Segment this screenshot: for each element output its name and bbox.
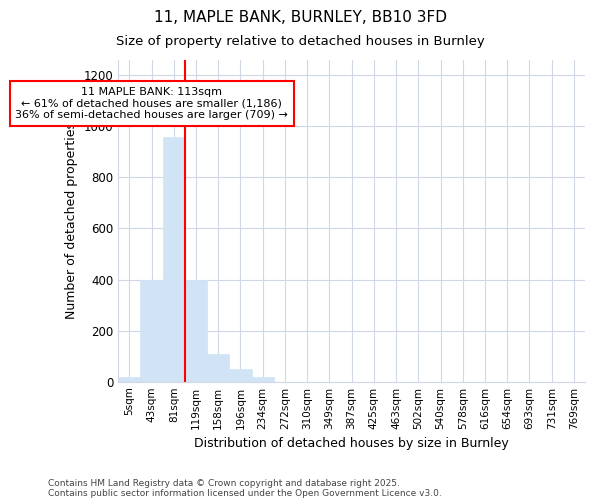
Bar (207, 354, 229, 382)
Bar (251, 376, 274, 382)
Text: Contains public sector information licensed under the Open Government Licence v3: Contains public sector information licen… (48, 488, 442, 498)
Bar (140, 280, 163, 382)
Text: Size of property relative to detached houses in Burnley: Size of property relative to detached ho… (116, 35, 484, 48)
Text: 11 MAPLE BANK: 113sqm
← 61% of detached houses are smaller (1,186)
36% of semi-d: 11 MAPLE BANK: 113sqm ← 61% of detached … (15, 87, 288, 120)
Bar (229, 369, 251, 382)
Y-axis label: Number of detached properties: Number of detached properties (65, 122, 78, 320)
Bar (163, 136, 185, 382)
Bar (185, 280, 207, 382)
Text: 11, MAPLE BANK, BURNLEY, BB10 3FD: 11, MAPLE BANK, BURNLEY, BB10 3FD (154, 10, 446, 25)
Bar (118, 376, 140, 382)
Text: Contains HM Land Registry data © Crown copyright and database right 2025.: Contains HM Land Registry data © Crown c… (48, 478, 400, 488)
X-axis label: Distribution of detached houses by size in Burnley: Distribution of detached houses by size … (194, 437, 509, 450)
